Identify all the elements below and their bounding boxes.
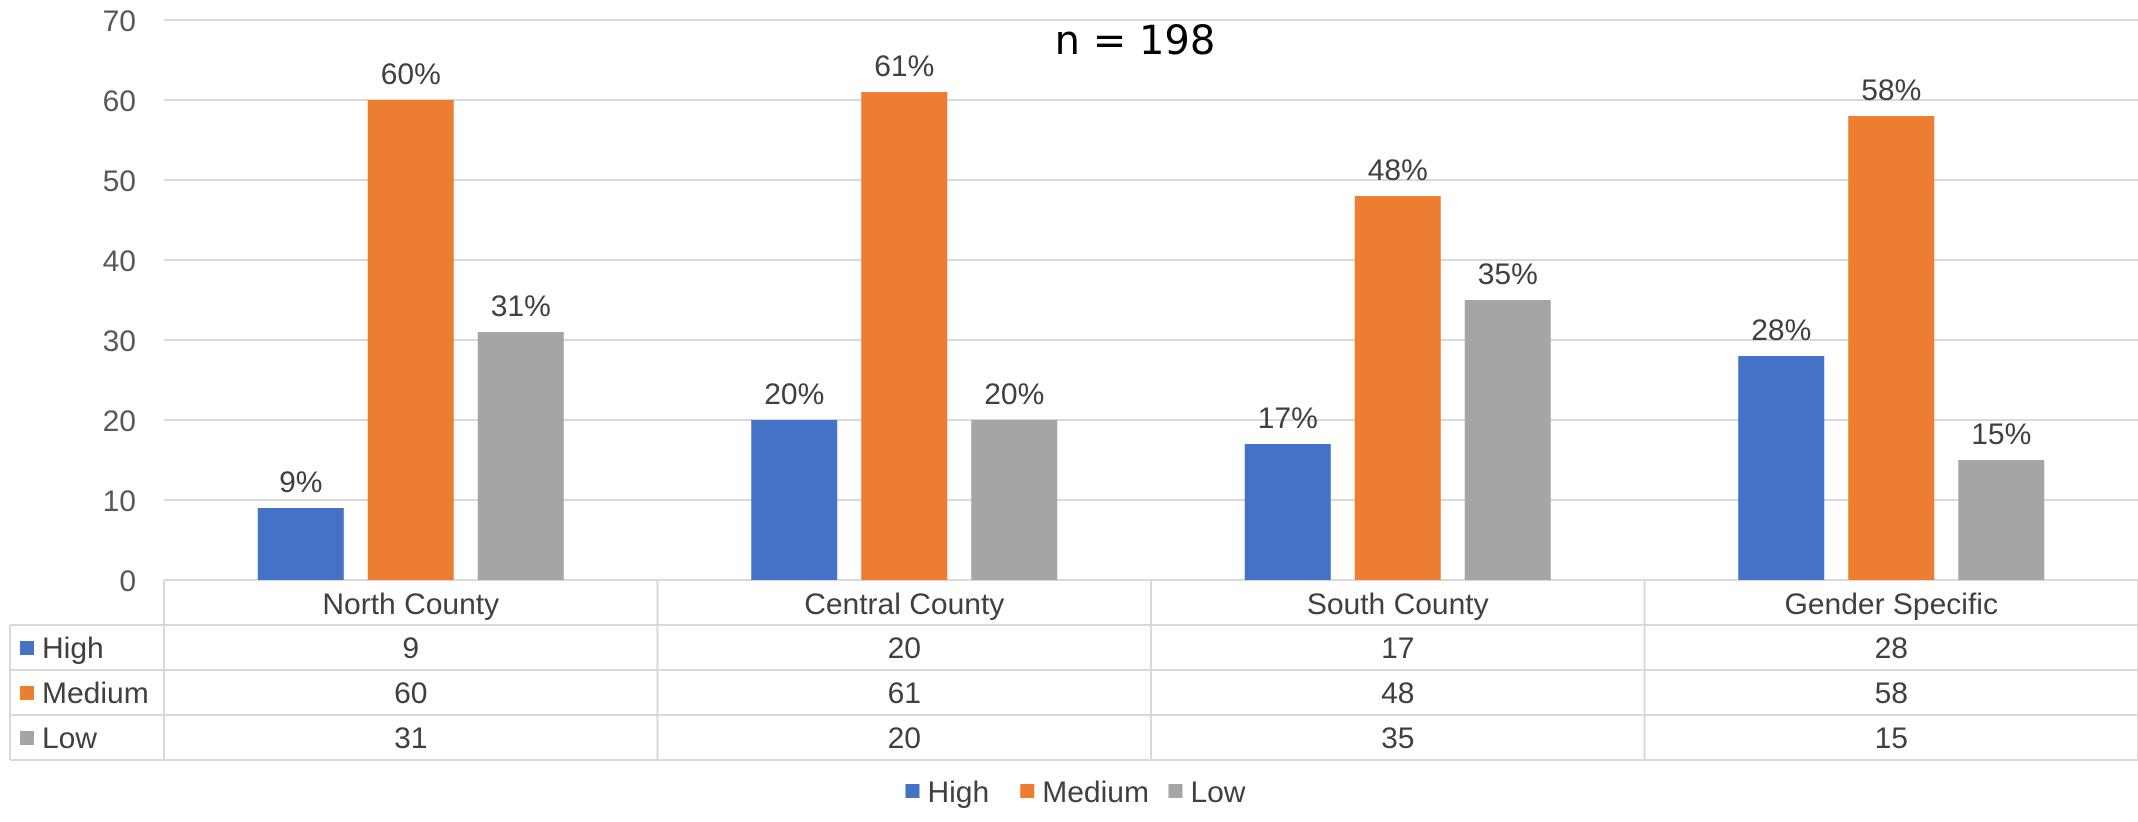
bar-medium: [1354, 196, 1441, 580]
y-tick-label: 0: [119, 565, 136, 598]
table-cell: 17: [1381, 632, 1414, 665]
table-cell: 15: [1875, 722, 1908, 755]
table-cell: 60: [394, 677, 427, 710]
table-legend-key: [20, 686, 34, 700]
table-legend-key: [20, 731, 34, 745]
data-label: 20%: [764, 378, 824, 411]
x-tick-label: South County: [1307, 588, 1489, 621]
bar-low: [477, 332, 564, 580]
table-cell: 9: [402, 632, 419, 665]
data-label: 35%: [1478, 258, 1538, 291]
bar-medium: [367, 100, 454, 580]
bar-medium: [1848, 116, 1935, 580]
x-tick-label: Gender Specific: [1785, 588, 1998, 621]
table-cell: 20: [888, 632, 921, 665]
y-tick-label: 40: [103, 245, 136, 278]
y-axis: 0 10 20 30 40 50 60 70: [103, 5, 136, 598]
chart-title: n = 198: [1055, 18, 1216, 64]
y-tick-label: 10: [103, 485, 136, 518]
legend-label: High: [927, 776, 989, 809]
table-cell: 48: [1381, 677, 1414, 710]
x-tick-label: North County: [322, 588, 499, 621]
data-label: 20%: [984, 378, 1044, 411]
y-tick-label: 70: [103, 5, 136, 38]
table-row-label: Low: [42, 722, 97, 755]
data-label: 28%: [1751, 314, 1811, 347]
table-cell: 35: [1381, 722, 1414, 755]
data-labels: 9% 20% 17% 28% 60% 61% 48% 58% 31% 20% 35% 15%: [279, 50, 2031, 499]
bar-high: [1738, 356, 1825, 580]
bar-high: [1244, 444, 1331, 580]
legend: High Medium Low: [905, 776, 1246, 809]
x-tick-label: Central County: [804, 588, 1004, 621]
bar-medium: [861, 92, 948, 580]
bar-high: [751, 420, 838, 580]
table-cell: 28: [1875, 632, 1908, 665]
table-cell: 31: [394, 722, 427, 755]
data-label: 31%: [491, 290, 551, 323]
data-label: 60%: [381, 58, 441, 91]
bar-low: [971, 420, 1058, 580]
data-label: 17%: [1258, 402, 1318, 435]
data-label: 61%: [874, 50, 934, 83]
table-cell: 61: [888, 677, 921, 710]
table-cell: 20: [888, 722, 921, 755]
table-cell: 58: [1875, 677, 1908, 710]
legend-key-medium: [1020, 784, 1035, 798]
gridlines: [164, 19, 2138, 581]
y-tick-label: 30: [103, 325, 136, 358]
data-table: North County Central County South County Ge…: [9, 580, 2138, 761]
bar-high: [257, 508, 344, 580]
legend-key-high: [905, 784, 920, 798]
bars: [257, 92, 2045, 580]
data-label: 9%: [279, 466, 322, 499]
data-label: 58%: [1861, 74, 1921, 107]
y-tick-label: 50: [103, 165, 136, 198]
y-tick-label: 60: [103, 85, 136, 118]
legend-label: Low: [1190, 776, 1245, 809]
legend-key-low: [1168, 784, 1183, 798]
y-tick-label: 20: [103, 405, 136, 438]
data-label: 48%: [1368, 154, 1428, 187]
bar-low: [1464, 300, 1551, 580]
table-legend-key: [20, 641, 34, 655]
table-row-label: Medium: [42, 677, 149, 710]
bar-low: [1958, 460, 2045, 580]
data-label: 15%: [1971, 418, 2031, 451]
table-row-label: High: [42, 632, 104, 665]
legend-label: Medium: [1042, 776, 1149, 809]
